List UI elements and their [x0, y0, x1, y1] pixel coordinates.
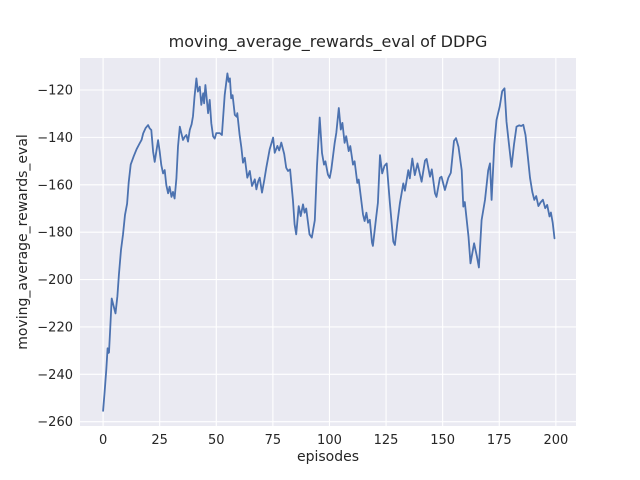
- data-series: [102, 72, 556, 412]
- tick-labels: 0 25 50 75 100 125 150 175 200 −120 −140 −160 −180 −2…: [37, 83, 568, 448]
- x-tick-label: 200: [543, 433, 568, 448]
- y-tick-label: −140: [37, 131, 73, 146]
- y-tick-label: −200: [37, 273, 73, 288]
- x-tick-label: 100: [317, 433, 342, 448]
- y-tick-label: −180: [37, 226, 73, 241]
- data-line-moving_average_rewards_eval: [102, 72, 556, 412]
- x-axis-label: episodes: [297, 449, 359, 465]
- x-tick-label: 175: [487, 433, 512, 448]
- x-tick-label: 75: [265, 433, 282, 448]
- x-tick-label: 25: [151, 433, 168, 448]
- y-tick-label: −220: [37, 320, 73, 335]
- plot-area: [80, 58, 576, 426]
- y-axis-label: moving_average_rewards_eval: [15, 134, 31, 350]
- y-tick-label: −260: [37, 415, 73, 430]
- gridlines: [80, 58, 576, 426]
- x-tick-label: 0: [99, 433, 107, 448]
- chart-title: moving_average_rewards_eval of DDPG: [169, 32, 488, 52]
- x-tick-label: 150: [430, 433, 455, 448]
- y-tick-label: −160: [37, 178, 73, 193]
- x-tick-label: 50: [208, 433, 225, 448]
- x-tick-label: 125: [374, 433, 399, 448]
- y-tick-label: −240: [37, 368, 73, 383]
- y-tick-label: −120: [37, 83, 73, 98]
